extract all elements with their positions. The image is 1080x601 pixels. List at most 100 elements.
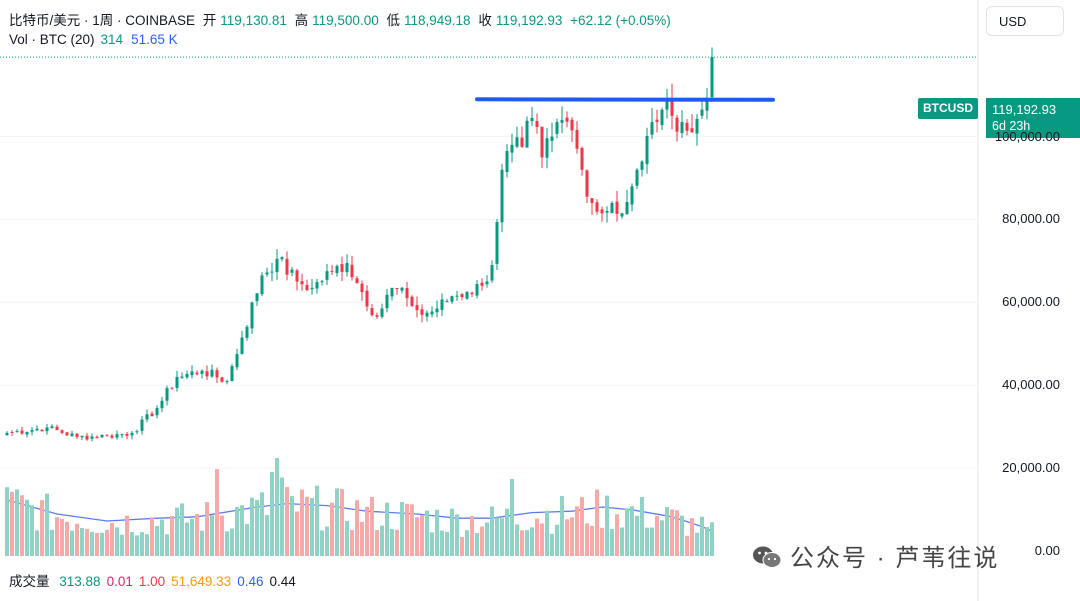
volume-bar bbox=[485, 522, 489, 556]
volume-bar bbox=[675, 510, 679, 556]
volume-bar bbox=[390, 529, 394, 556]
volume-bar bbox=[585, 523, 589, 556]
candle bbox=[50, 424, 54, 429]
candle-body bbox=[40, 429, 44, 432]
candle-body bbox=[30, 429, 34, 432]
volume-bar bbox=[465, 530, 469, 556]
candle-body bbox=[440, 299, 444, 310]
candle-body bbox=[515, 137, 519, 147]
volume-bar bbox=[20, 495, 24, 556]
volume-bar bbox=[225, 531, 229, 556]
volume-bar bbox=[165, 534, 169, 556]
candle bbox=[155, 405, 159, 419]
volume-bar bbox=[70, 530, 74, 556]
candle bbox=[205, 365, 209, 380]
volume-bar bbox=[690, 518, 694, 556]
candle-body bbox=[70, 433, 74, 437]
candle-body bbox=[655, 119, 659, 122]
volume-bar bbox=[470, 515, 474, 556]
candle bbox=[515, 126, 519, 149]
volume-bar bbox=[25, 499, 29, 556]
candle-body bbox=[90, 436, 94, 439]
candle bbox=[355, 275, 359, 284]
candle-body bbox=[180, 376, 184, 378]
candle-body bbox=[155, 408, 159, 416]
candle-body bbox=[665, 100, 669, 110]
volume-bar bbox=[500, 518, 504, 556]
ohlc-header: 比特币/美元 · 1周 · COINBASE 开 119,130.81 高 119,… bbox=[9, 9, 675, 29]
candle bbox=[585, 169, 589, 204]
volume-indicator-legend[interactable]: Vol · BTC (20) 314 51.65 K bbox=[9, 32, 178, 47]
candle bbox=[335, 264, 339, 277]
volume-legend-value: 0.46 bbox=[237, 574, 264, 589]
candle bbox=[590, 198, 594, 215]
volume-bar bbox=[50, 529, 54, 556]
candle-body bbox=[625, 202, 629, 215]
volume-bar bbox=[215, 469, 219, 556]
candle-body bbox=[85, 435, 89, 440]
candle bbox=[65, 431, 69, 437]
volume-bar bbox=[425, 510, 429, 556]
candle bbox=[75, 433, 79, 439]
candle bbox=[675, 114, 679, 142]
volume-bar bbox=[525, 530, 529, 556]
candle bbox=[325, 263, 329, 285]
candle-body bbox=[400, 287, 404, 291]
volume-bar bbox=[430, 532, 434, 556]
candle bbox=[445, 298, 449, 303]
volume-bar bbox=[210, 515, 214, 556]
candle bbox=[595, 199, 599, 215]
candle bbox=[535, 113, 539, 134]
candle bbox=[390, 287, 394, 301]
candle bbox=[600, 206, 604, 222]
low-label: 低 bbox=[386, 13, 400, 28]
volume-bar bbox=[550, 533, 554, 556]
candle-body bbox=[45, 427, 49, 432]
candle bbox=[235, 349, 239, 371]
volume-bar bbox=[695, 532, 699, 556]
volume-bar bbox=[90, 531, 94, 556]
candle-body bbox=[335, 265, 339, 274]
candle bbox=[625, 189, 629, 215]
volume-bar bbox=[80, 528, 84, 556]
candle bbox=[410, 295, 414, 307]
candle-body bbox=[545, 138, 549, 158]
volume-bar bbox=[395, 529, 399, 556]
volume-bar bbox=[180, 503, 184, 556]
volume-bar bbox=[45, 493, 49, 556]
candle bbox=[195, 370, 199, 376]
candle bbox=[60, 429, 64, 435]
volume-bar bbox=[505, 508, 509, 556]
candle-body bbox=[640, 161, 644, 170]
candle-body bbox=[320, 281, 324, 283]
volume-bar bbox=[495, 517, 499, 556]
open-value: 119,130.81 bbox=[220, 13, 287, 28]
volume-bar bbox=[30, 505, 34, 556]
candle bbox=[265, 267, 269, 277]
candle-body bbox=[345, 262, 349, 273]
candle bbox=[110, 433, 114, 440]
volume-bar bbox=[150, 517, 154, 556]
symbol-title[interactable]: 比特币/美元 · 1周 · COINBASE bbox=[9, 13, 196, 28]
overlay-layer bbox=[0, 56, 978, 102]
volume-bar bbox=[575, 506, 579, 556]
volume-indicator-value: 314 bbox=[100, 32, 124, 47]
candle bbox=[165, 385, 169, 406]
candle-body bbox=[65, 432, 69, 436]
candle bbox=[365, 285, 369, 312]
currency-button[interactable]: USD bbox=[986, 6, 1064, 36]
volume-bar bbox=[440, 530, 444, 556]
volume-bar bbox=[630, 506, 634, 556]
candle-body bbox=[670, 98, 674, 116]
candle-body bbox=[255, 293, 259, 302]
candle bbox=[35, 425, 39, 432]
candle-body bbox=[315, 282, 319, 289]
symbol-tag: BTCUSD bbox=[918, 98, 978, 119]
volume-bar bbox=[140, 532, 144, 556]
candle bbox=[210, 364, 214, 378]
volume-bar bbox=[260, 492, 264, 556]
candle bbox=[200, 369, 204, 379]
candles bbox=[5, 47, 714, 442]
candle-body bbox=[210, 369, 214, 377]
